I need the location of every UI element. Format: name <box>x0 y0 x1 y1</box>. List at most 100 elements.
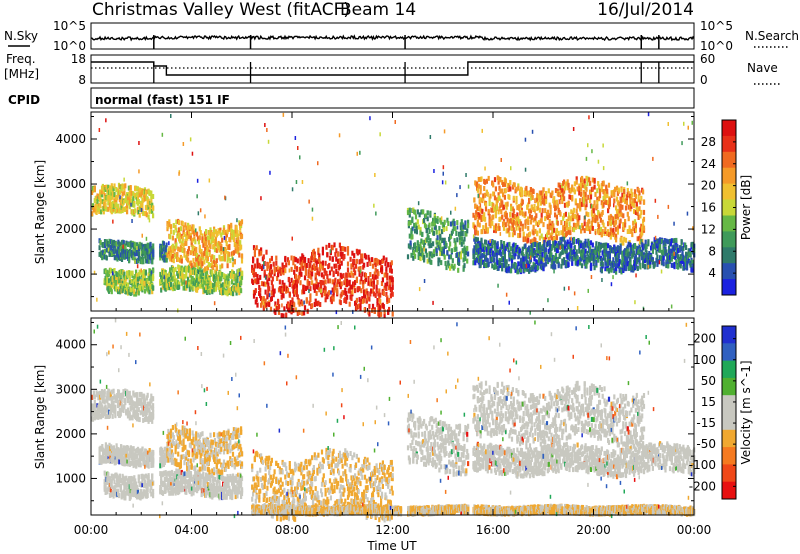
echo-cell <box>543 200 546 206</box>
echo-cell <box>220 232 223 238</box>
echo-cell <box>117 277 121 283</box>
echo-cell <box>262 296 265 302</box>
echo-cell <box>449 241 452 247</box>
echo-cell <box>203 279 206 285</box>
echo-cell <box>311 303 314 309</box>
echo-cell <box>339 300 342 306</box>
echo-cell <box>132 251 135 257</box>
echo-cell <box>332 270 335 276</box>
echo-cell <box>519 261 522 267</box>
echo-cell <box>567 227 570 232</box>
speckle-cell <box>572 127 575 131</box>
echo-cell <box>282 313 285 319</box>
echo-cell <box>150 194 153 200</box>
echo-cell <box>346 294 349 300</box>
echo-cell <box>196 277 199 283</box>
echo-cell <box>109 267 112 273</box>
echo-cell <box>236 230 239 235</box>
echo-cell <box>542 187 545 193</box>
echo-cell <box>143 269 146 275</box>
echo-cell <box>296 294 299 300</box>
echo-cell <box>227 275 230 281</box>
colorbar-swatch <box>722 279 736 296</box>
echo-cell <box>578 185 581 191</box>
echo-cell <box>497 192 500 198</box>
echo-cell <box>533 206 536 212</box>
echo-cell <box>226 250 229 256</box>
echo-cell <box>551 190 554 196</box>
speckle-cell <box>525 263 528 268</box>
echo-cell <box>573 213 576 219</box>
echo-cell <box>626 229 629 234</box>
echo-cell <box>567 262 570 268</box>
speckle-cell <box>594 231 597 236</box>
echo-cell <box>303 275 307 281</box>
echo-cell <box>262 281 265 287</box>
echo-cell <box>444 260 447 266</box>
echo-cell <box>215 266 218 272</box>
echo-cell <box>187 249 190 255</box>
speckle-cell <box>356 151 358 156</box>
echo-cell <box>442 227 445 232</box>
echo-cell <box>453 221 456 227</box>
echo-cell <box>299 280 302 286</box>
echo-cell <box>345 298 348 304</box>
echo-cell <box>142 259 145 265</box>
echo-cell <box>209 244 212 249</box>
echo-cell <box>166 285 169 291</box>
echo-cell <box>407 221 410 227</box>
echo-cell <box>532 253 535 258</box>
echo-cell <box>206 265 209 271</box>
echo-cell <box>168 271 171 277</box>
echo-cell <box>555 228 558 234</box>
echo-cell <box>207 240 210 246</box>
echo-cell <box>414 228 417 234</box>
echo-cell <box>259 264 262 270</box>
echo-cell <box>320 272 324 278</box>
echo-cell <box>137 290 140 296</box>
power-colorbar-label: Power [dB] <box>739 175 753 240</box>
echo-cell <box>439 235 442 241</box>
echo-cell <box>140 251 143 257</box>
echo-cell <box>633 219 637 225</box>
echo-cell <box>682 254 685 260</box>
echo-cell <box>372 284 375 290</box>
echo-cell <box>151 202 154 208</box>
echo-cell <box>529 239 532 245</box>
speckle-cell <box>122 244 124 249</box>
echo-cell <box>685 260 689 266</box>
speckle-cell <box>141 233 143 238</box>
echo-cell <box>239 240 242 246</box>
echo-cell <box>130 190 133 196</box>
colorbar-swatch <box>722 215 736 232</box>
echo-cell <box>536 192 539 198</box>
echo-cell <box>636 257 639 263</box>
echo-cell <box>275 255 278 261</box>
echo-cell <box>480 237 483 243</box>
echo-cell <box>546 214 549 220</box>
echo-cell <box>420 238 423 244</box>
echo-cell <box>181 221 184 227</box>
speckle-cell <box>123 199 125 204</box>
echo-cell <box>360 276 363 282</box>
echo-cell <box>192 257 195 263</box>
echo-cell <box>575 208 578 214</box>
echo-cell <box>378 312 381 318</box>
echo-cell <box>136 279 139 285</box>
colorbar-swatch <box>722 247 736 264</box>
echo-cell <box>391 284 394 290</box>
echo-cell <box>359 279 362 285</box>
echo-cell <box>194 262 197 268</box>
speckle-cell <box>208 178 211 183</box>
echo-cell <box>572 239 576 245</box>
speckle-cell <box>508 300 510 305</box>
echo-cell <box>348 287 351 293</box>
echo-cell <box>121 246 124 252</box>
echo-cell <box>497 179 500 185</box>
echo-cell <box>119 242 122 248</box>
echo-cell <box>152 252 155 258</box>
echo-cell <box>340 260 343 266</box>
echo-cell <box>584 248 587 254</box>
echo-cell <box>201 261 204 267</box>
echo-cell <box>634 210 637 215</box>
